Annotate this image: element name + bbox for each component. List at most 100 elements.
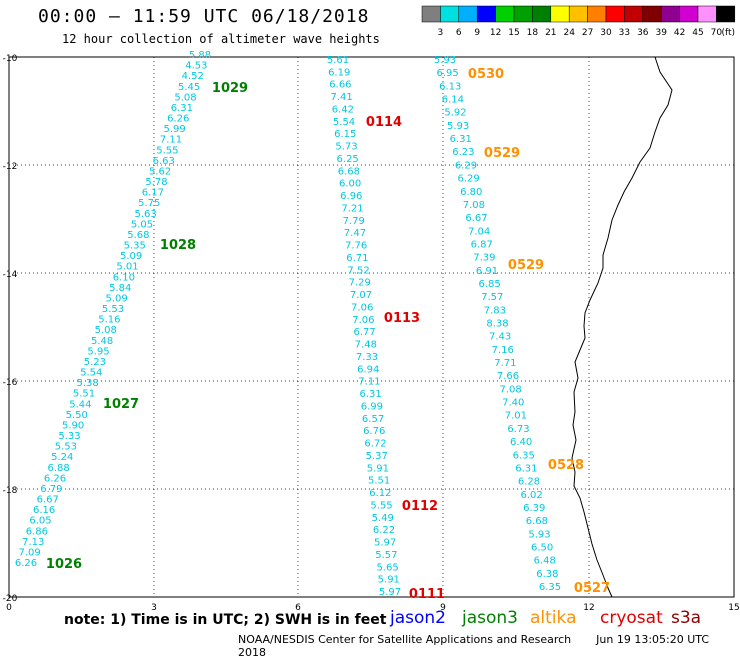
wave-height-value: 5.91 [378, 575, 400, 586]
wave-height-value: 5.09 [120, 251, 142, 262]
wave-height-value: 6.42 [332, 104, 354, 115]
wave-height-value: 5.49 [372, 513, 394, 524]
wave-height-value: 7.76 [345, 241, 367, 252]
wave-height-value: 6.15 [334, 129, 356, 140]
wave-height-value: 7.57 [481, 292, 503, 303]
wave-height-value: 7.08 [463, 200, 485, 211]
wave-height-value: 5.97 [374, 538, 396, 549]
wave-height-value: 6.67 [37, 495, 59, 506]
pass-time-label: 0112 [402, 499, 438, 514]
wave-height-value: 4.53 [185, 61, 207, 72]
colorbar-tick-label: 24 [563, 28, 575, 38]
x-tick-label: 9 [440, 603, 446, 613]
wave-height-value: 7.07 [350, 290, 372, 301]
x-tick-label: 12 [583, 603, 594, 613]
wave-height-value: 6.76 [363, 426, 385, 437]
colorbar-unit: (ft) [721, 28, 735, 38]
satellite-legend-jason3: jason3 [462, 608, 518, 628]
colorbar-tick-label: 18 [527, 28, 539, 38]
wave-height-value: 5.61 [327, 55, 349, 66]
satellite-legend-altika: altika [530, 608, 577, 628]
wave-height-value: 5.45 [178, 82, 200, 93]
colorbar-tick-label: 3 [438, 28, 444, 38]
coastline [571, 56, 673, 598]
wave-height-value: 5.55 [370, 500, 392, 511]
x-tick-label: 15 [728, 603, 739, 613]
wave-height-value: 6.50 [531, 542, 553, 553]
wave-height-value: 7.04 [468, 226, 490, 237]
wave-height-value: 5.93 [447, 121, 469, 132]
colorbar-tick-label: 45 [692, 28, 703, 38]
wave-height-value: 6.99 [361, 401, 383, 412]
wave-height-value: 6.80 [460, 187, 482, 198]
wave-height-value: 6.31 [515, 463, 537, 474]
wave-height-value: 6.23 [452, 147, 474, 158]
wave-height-value: 7.41 [330, 92, 352, 103]
wave-height-value: 5.62 [149, 166, 171, 177]
wave-height-value: 7.08 [499, 384, 521, 395]
wave-height-value: 7.43 [489, 332, 511, 343]
wave-height-value: 7.33 [356, 352, 378, 363]
wave-height-value: 6.25 [337, 154, 359, 165]
wave-height-value: 6.22 [373, 525, 395, 536]
wave-height-value: 7.29 [349, 278, 371, 289]
wave-height-value: 5.68 [127, 230, 149, 241]
wave-height-value: 6.12 [369, 488, 391, 499]
wave-height-value: 5.05 [131, 219, 153, 230]
wave-height-value: 6.26 [15, 558, 37, 569]
wave-height-value: 6.10 [113, 272, 135, 283]
x-tick-label: 0 [6, 603, 12, 613]
wave-height-value: 6.16 [33, 505, 55, 516]
pass-time-label: 1027 [103, 397, 139, 412]
y-tick-label: -14 [3, 270, 18, 280]
wave-height-value: 5.53 [55, 442, 77, 453]
x-tick-label: 6 [295, 603, 301, 613]
wave-height-value: 5.24 [51, 452, 73, 463]
wave-height-value: 6.88 [47, 463, 69, 474]
wave-height-value: 6.14 [442, 95, 464, 106]
satellite-legend-s3a: s3a [671, 608, 702, 628]
wave-height-value: 5.37 [366, 451, 388, 462]
wave-height-value: 7.39 [473, 253, 495, 264]
map-plot: 0 3 6 9 12 15-10-12-14-16-18-205.884.534.525.… [3, 50, 740, 613]
map-frame [8, 56, 735, 598]
credit-org: NOAA/NESDIS Center for Satellite Applica… [238, 633, 572, 646]
wave-height-value: 6.86 [26, 526, 48, 537]
wave-height-value: 6.05 [29, 516, 51, 527]
wave-height-value: 6.68 [338, 166, 360, 177]
wave-height-value: 6.39 [523, 503, 545, 514]
wave-height-value: 6.72 [364, 439, 386, 450]
wave-height-value: 5.90 [62, 420, 84, 431]
wave-height-value: 7.11 [358, 377, 380, 388]
wave-height-value: 6.57 [362, 414, 384, 425]
colorbar-tick-label: 27 [582, 28, 593, 38]
colorbar-swatch [716, 5, 736, 23]
wave-height-value: 6.29 [457, 174, 479, 185]
wave-height-value: 6.71 [346, 253, 368, 264]
wave-height-value: 6.00 [339, 179, 361, 190]
wave-height-value: 6.40 [510, 437, 532, 448]
wave-height-value: 6.66 [329, 80, 351, 91]
wave-height-value: 5.08 [95, 325, 117, 336]
pass-time-label: 0114 [366, 115, 402, 130]
wave-height-value: 6.91 [476, 266, 498, 277]
pass-time-label: 0113 [384, 311, 420, 326]
wave-height-value: 5.01 [116, 262, 138, 273]
wave-height-value: 7.06 [352, 315, 374, 326]
wave-height-value: 5.35 [124, 241, 146, 252]
wave-height-value: 7.71 [494, 358, 516, 369]
wave-height-value: 6.38 [536, 569, 558, 580]
wave-height-value: 5.16 [98, 315, 120, 326]
wave-height-value: 5.55 [156, 145, 178, 156]
pass-time-label: 0529 [508, 258, 544, 273]
y-tick-label: -16 [3, 378, 18, 388]
wave-height-value: 6.85 [478, 279, 500, 290]
pass-time-label: 1026 [46, 557, 82, 572]
wave-height-value: 5.91 [367, 463, 389, 474]
wave-height-value: 5.51 [368, 476, 390, 487]
wave-height-value: 7.52 [347, 265, 369, 276]
pass-time-label: 0528 [548, 458, 584, 473]
wave-height-value: 6.68 [526, 516, 548, 527]
wave-height-value: 5.84 [109, 283, 131, 294]
